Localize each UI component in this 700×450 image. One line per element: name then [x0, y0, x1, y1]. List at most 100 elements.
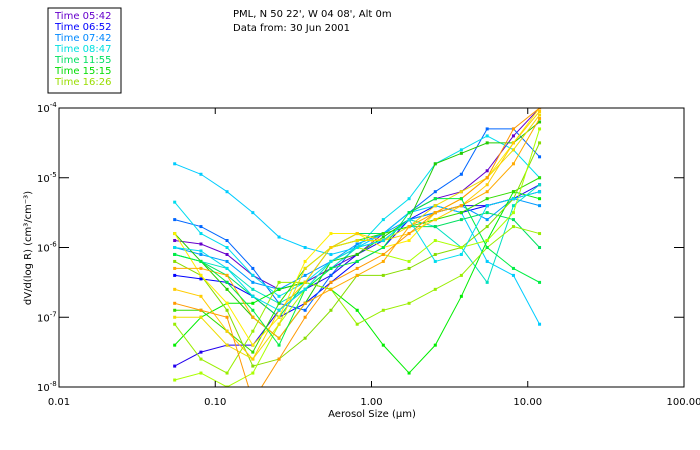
data-point: [173, 200, 177, 204]
data-point: [511, 204, 515, 208]
data-point: [511, 218, 515, 222]
legend-entry: Time 05:42: [54, 11, 111, 22]
data-point: [225, 280, 229, 284]
data-point: [407, 301, 411, 305]
data-point: [433, 204, 437, 208]
data-point: [199, 294, 203, 298]
data-point: [538, 116, 542, 120]
data-point: [381, 232, 385, 236]
data-point: [173, 315, 177, 319]
series-6: [173, 134, 542, 298]
data-point: [251, 211, 255, 215]
data-point: [303, 315, 307, 319]
series-12: [173, 225, 542, 375]
data-point: [381, 308, 385, 312]
data-point: [485, 204, 489, 208]
data-point: [199, 273, 203, 277]
data-point: [277, 315, 281, 319]
data-point: [355, 273, 359, 277]
data-point: [381, 273, 385, 277]
x-tick-label: 0.10: [204, 397, 226, 408]
series-line: [174, 135, 540, 297]
data-point: [199, 277, 203, 281]
y-tick-label: 10-4: [37, 101, 57, 115]
data-point: [251, 364, 255, 368]
data-point: [173, 266, 177, 270]
data-point: [199, 242, 203, 246]
data-point: [173, 322, 177, 326]
data-point: [433, 287, 437, 291]
data-point: [459, 151, 463, 155]
data-point: [173, 239, 177, 243]
legend-entry: Time 11:55: [54, 55, 111, 66]
y-tick-label: 10-8: [37, 380, 57, 394]
data-point: [251, 350, 255, 354]
data-point: [199, 308, 203, 312]
chart-title-line-2: Data from: 30 Jun 2001: [233, 23, 350, 34]
data-point: [511, 134, 515, 138]
data-point: [407, 218, 411, 222]
legend-entry: Time 06:52: [54, 22, 111, 33]
data-point: [538, 113, 542, 117]
data-point: [355, 266, 359, 270]
data-point: [381, 252, 385, 256]
data-point: [511, 127, 515, 131]
data-point: [538, 232, 542, 236]
data-point: [459, 246, 463, 249]
x-tick-label: 10.00: [513, 397, 542, 408]
data-point: [407, 232, 411, 236]
data-point: [277, 343, 281, 347]
data-point: [303, 301, 307, 305]
data-point: [199, 249, 203, 253]
data-point: [381, 239, 385, 243]
data-point: [407, 225, 411, 229]
data-point: [225, 287, 229, 291]
data-point: [199, 232, 203, 236]
legend-entry: Time 07:42: [54, 33, 111, 44]
data-point: [355, 239, 359, 243]
data-point: [225, 252, 229, 256]
data-point: [199, 259, 203, 263]
data-point: [173, 378, 177, 382]
data-point: [251, 294, 255, 298]
data-point: [511, 225, 515, 229]
data-point: [511, 211, 515, 215]
data-point: [173, 343, 177, 347]
data-point: [225, 266, 229, 270]
x-tick-label: 0.01: [48, 397, 70, 408]
legend-entry: Time 08:47: [54, 44, 111, 55]
data-point: [225, 315, 229, 319]
data-point: [277, 280, 281, 284]
data-point: [303, 308, 307, 312]
legend-box: [47, 7, 122, 94]
series-line: [174, 121, 540, 339]
data-point: [511, 266, 515, 270]
data-point: [173, 232, 177, 236]
data-point: [485, 259, 489, 263]
data-point: [511, 162, 515, 166]
data-point: [225, 308, 229, 312]
data-point: [459, 172, 463, 176]
data-point: [251, 371, 255, 375]
data-point: [485, 225, 489, 229]
data-point: [538, 280, 542, 284]
data-point: [459, 273, 463, 277]
data-point: [459, 252, 463, 256]
series-line: [174, 191, 540, 374]
data-point: [329, 273, 333, 277]
data-point: [277, 287, 281, 291]
data-point: [538, 197, 542, 201]
data-point: [355, 308, 359, 312]
data-point: [407, 259, 411, 263]
data-point: [485, 190, 489, 194]
data-point: [381, 218, 385, 222]
data-point: [355, 232, 359, 236]
series-10: [173, 176, 542, 354]
data-point: [538, 204, 542, 208]
data-point: [329, 280, 333, 284]
data-point: [485, 239, 489, 243]
data-point: [251, 315, 255, 319]
data-point: [485, 280, 489, 284]
y-tick-label: 10-7: [37, 310, 57, 324]
data-point: [485, 246, 489, 249]
